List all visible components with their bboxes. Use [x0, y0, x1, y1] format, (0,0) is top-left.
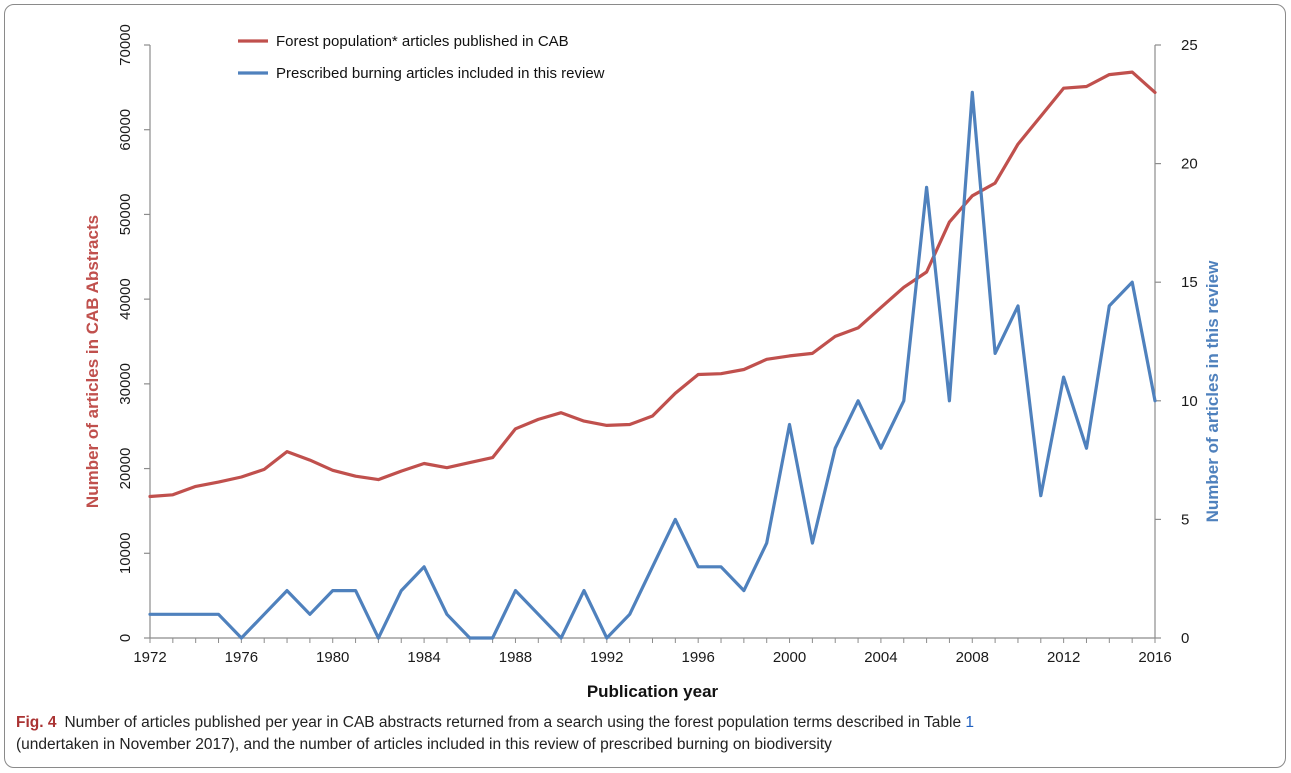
- x-tick-label: 1980: [316, 649, 349, 666]
- x-tick-label: 1996: [681, 649, 714, 666]
- x-tick-label: 1972: [133, 649, 166, 666]
- series-line-forest-population: [148, 70, 1157, 499]
- y-left-axis-title: Number of articles in CAB Abstracts: [83, 215, 102, 508]
- table-reference-link[interactable]: 1: [965, 714, 975, 731]
- caption-text-2: (undertaken in November 2017), and the n…: [16, 736, 832, 753]
- y-right-tick-label: 25: [1181, 37, 1198, 54]
- y-left-tick-label: 20000: [117, 448, 134, 490]
- x-tick-label: 2012: [1047, 649, 1080, 666]
- y-left-tick-label: 60000: [117, 109, 134, 151]
- figure-label: Fig. 4: [16, 714, 57, 731]
- legend-label-prescribed-burning: Prescribed burning articles included in …: [276, 65, 605, 82]
- line-chart: 0 10000 20000 30000 40000 50000 60000 70000 0 5 10…: [83, 24, 1222, 701]
- y-left-tick-label: 50000: [117, 194, 134, 236]
- y-right-tick-label: 10: [1181, 393, 1198, 410]
- y-right-tick-label: 0: [1181, 630, 1189, 647]
- x-tick-label: 2008: [956, 649, 989, 666]
- figure-caption: Fig. 4 Number of articles published per y…: [16, 712, 1271, 756]
- y-right-tick-label: 5: [1181, 511, 1189, 528]
- x-axis-title: Publication year: [587, 682, 719, 701]
- x-tick-label: 1984: [407, 649, 440, 666]
- series-line-prescribed-burning: [148, 90, 1157, 640]
- x-tick-label: 1988: [499, 649, 532, 666]
- y-left-tick-label: 70000: [117, 24, 134, 66]
- y-left-tick-label: 30000: [117, 363, 134, 405]
- figure-frame: [4, 4, 1286, 768]
- caption-text-1: Number of articles published per year in…: [64, 714, 962, 731]
- x-tick-label: 2000: [773, 649, 806, 666]
- y-right-tick-label: 15: [1181, 274, 1198, 291]
- chart-series: [148, 70, 1157, 640]
- y-right-axis-title: Number of articles in this review: [1203, 260, 1222, 522]
- y-left-tick-label: 40000: [117, 278, 134, 320]
- x-tick-label: 2004: [864, 649, 897, 666]
- chart-axes: 0 10000 20000 30000 40000 50000 60000 70000 0 5 10…: [83, 24, 1222, 701]
- x-tick-label: 1992: [590, 649, 623, 666]
- y-left-tick-label: 10000: [117, 532, 134, 574]
- x-tick-label: 1976: [225, 649, 258, 666]
- y-right-tick-label: 20: [1181, 156, 1198, 173]
- chart-legend: Forest population* articles published in…: [238, 33, 605, 82]
- legend-label-forest-population: Forest population* articles published in…: [276, 33, 569, 50]
- x-tick-label: 2016: [1138, 649, 1171, 666]
- y-left-tick-label: 0: [117, 634, 134, 642]
